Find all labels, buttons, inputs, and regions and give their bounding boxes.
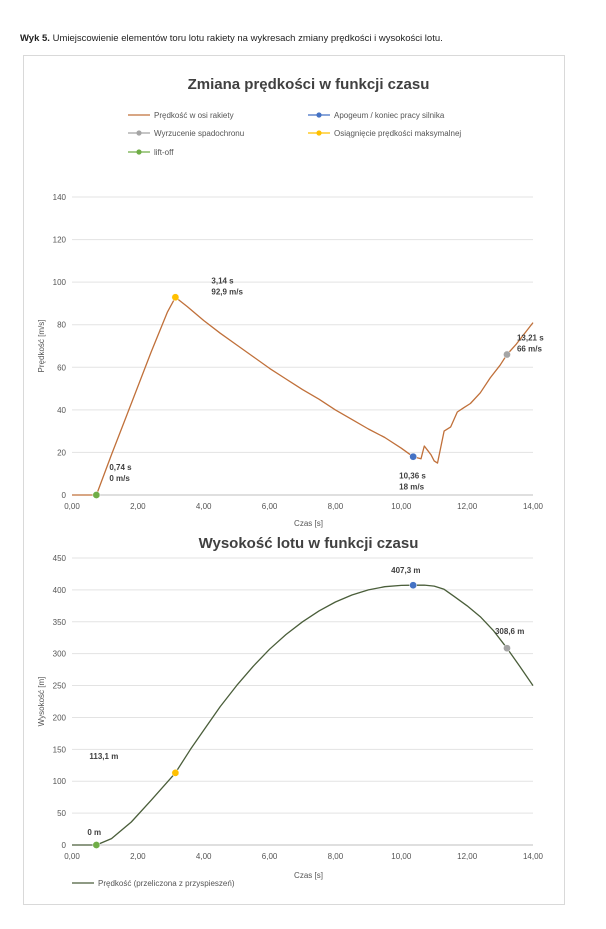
- velocity-x-tick-label: 4,00: [196, 502, 212, 511]
- altitude-y-tick-label: 100: [53, 777, 67, 786]
- altitude-x-tick-label: 8,00: [328, 852, 344, 861]
- velocity-legend-swatch-marker: [136, 130, 142, 136]
- altitude-series-line: [72, 584, 534, 846]
- velocity-x-tick-label: 14,00: [523, 502, 544, 511]
- velocity-x-tick-label: 6,00: [262, 502, 278, 511]
- velocity-x-tick-label: 2,00: [130, 502, 146, 511]
- velocity-y-tick-label: 120: [53, 236, 67, 245]
- velocity-y-tick-label: 0: [62, 491, 67, 500]
- altitude-x-tick-label: 10,00: [391, 852, 412, 861]
- velocity-data-label: 13,21 s: [517, 334, 544, 343]
- velocity-data-point: [92, 491, 101, 499]
- altitude-y-tick-label: 350: [53, 618, 67, 627]
- velocity-y-tick-label: 40: [57, 406, 66, 415]
- altitude-y-tick-label: 300: [53, 650, 67, 659]
- altitude-y-axis-label: Wysokość [m]: [37, 677, 46, 727]
- figure-frame: [23, 55, 565, 905]
- altitude-x-tick-label: 14,00: [523, 852, 544, 861]
- velocity-data-label: 0 m/s: [109, 474, 130, 483]
- altitude-y-tick-label: 150: [53, 745, 67, 754]
- figure-caption: Wyk 5. Umiejscowienie elementów toru lot…: [20, 33, 600, 44]
- altitude-y-tick-label: 450: [53, 554, 67, 563]
- altitude-data-point: [171, 769, 180, 777]
- altitude-x-axis-label: Czas [s]: [294, 871, 323, 880]
- velocity-y-tick-label: 20: [57, 448, 66, 457]
- altitude-chart-title: Wysokość lotu w funkcji czasu: [199, 535, 419, 552]
- altitude-data-label: 113,1 m: [89, 752, 118, 761]
- velocity-legend-label: Osiągnięcie prędkości maksymalnej: [334, 129, 461, 138]
- velocity-legend-label: lift-off: [154, 148, 174, 157]
- velocity-x-tick-label: 12,00: [457, 502, 478, 511]
- velocity-y-tick-label: 140: [53, 193, 67, 202]
- velocity-data-label: 66 m/s: [517, 345, 542, 354]
- altitude-y-tick-label: 250: [53, 682, 67, 691]
- velocity-legend-label: Wyrzucenie spadochronu: [154, 129, 244, 138]
- altitude-data-point: [92, 841, 101, 849]
- velocity-y-axis-label: Prędkość [m/s]: [37, 320, 46, 373]
- caption-number: Wyk 5.: [20, 33, 50, 44]
- velocity-data-label: 18 m/s: [399, 483, 424, 492]
- velocity-legend-label: Prędkość w osi rakiety: [154, 111, 234, 120]
- altitude-data-label: 407,3 m: [391, 566, 420, 575]
- velocity-x-axis-label: Czas [s]: [294, 519, 323, 528]
- velocity-y-tick-label: 100: [53, 278, 67, 287]
- velocity-data-label: 0,74 s: [109, 463, 132, 472]
- altitude-y-tick-label: 0: [62, 841, 67, 850]
- altitude-y-tick-label: 400: [53, 586, 67, 595]
- velocity-data-point: [171, 293, 180, 302]
- velocity-legend-swatch-marker: [316, 130, 322, 136]
- altitude-x-tick-label: 4,00: [196, 852, 212, 861]
- velocity-legend-label: Apogeum / koniec pracy silnika: [334, 111, 445, 120]
- altitude-data-point: [409, 581, 417, 590]
- velocity-x-tick-label: 0,00: [64, 502, 80, 511]
- altitude-legend-label: Prędkość (przeliczona z przyspieszeń): [98, 879, 235, 888]
- velocity-data-label: 3,14 s: [211, 276, 234, 285]
- velocity-series-line: [72, 296, 534, 496]
- altitude-x-tick-label: 12,00: [457, 852, 478, 861]
- altitude-x-tick-label: 6,00: [262, 852, 278, 861]
- altitude-data-point: [503, 644, 511, 653]
- velocity-y-tick-label: 80: [57, 321, 66, 330]
- altitude-data-label: 308,6 m: [495, 627, 524, 636]
- caption-text: Umiejscowienie elementów toru lotu rakie…: [49, 33, 443, 44]
- velocity-legend-swatch-marker: [136, 149, 142, 155]
- velocity-legend-swatch-marker: [316, 112, 322, 118]
- velocity-data-point: [409, 452, 417, 461]
- altitude-data-label: 0 m: [87, 828, 101, 837]
- velocity-x-tick-label: 10,00: [391, 502, 412, 511]
- velocity-data-label: 10,36 s: [399, 472, 426, 481]
- altitude-y-tick-label: 50: [57, 809, 66, 818]
- velocity-chart-title: Zmiana prędkości w funkcji czasu: [188, 76, 430, 93]
- altitude-x-tick-label: 0,00: [64, 852, 80, 861]
- altitude-x-tick-label: 2,00: [130, 852, 146, 861]
- velocity-data-point: [503, 350, 511, 359]
- velocity-x-tick-label: 8,00: [328, 502, 344, 511]
- velocity-y-tick-label: 60: [57, 363, 66, 372]
- altitude-y-tick-label: 200: [53, 713, 67, 722]
- velocity-data-label: 92,9 m/s: [211, 287, 243, 296]
